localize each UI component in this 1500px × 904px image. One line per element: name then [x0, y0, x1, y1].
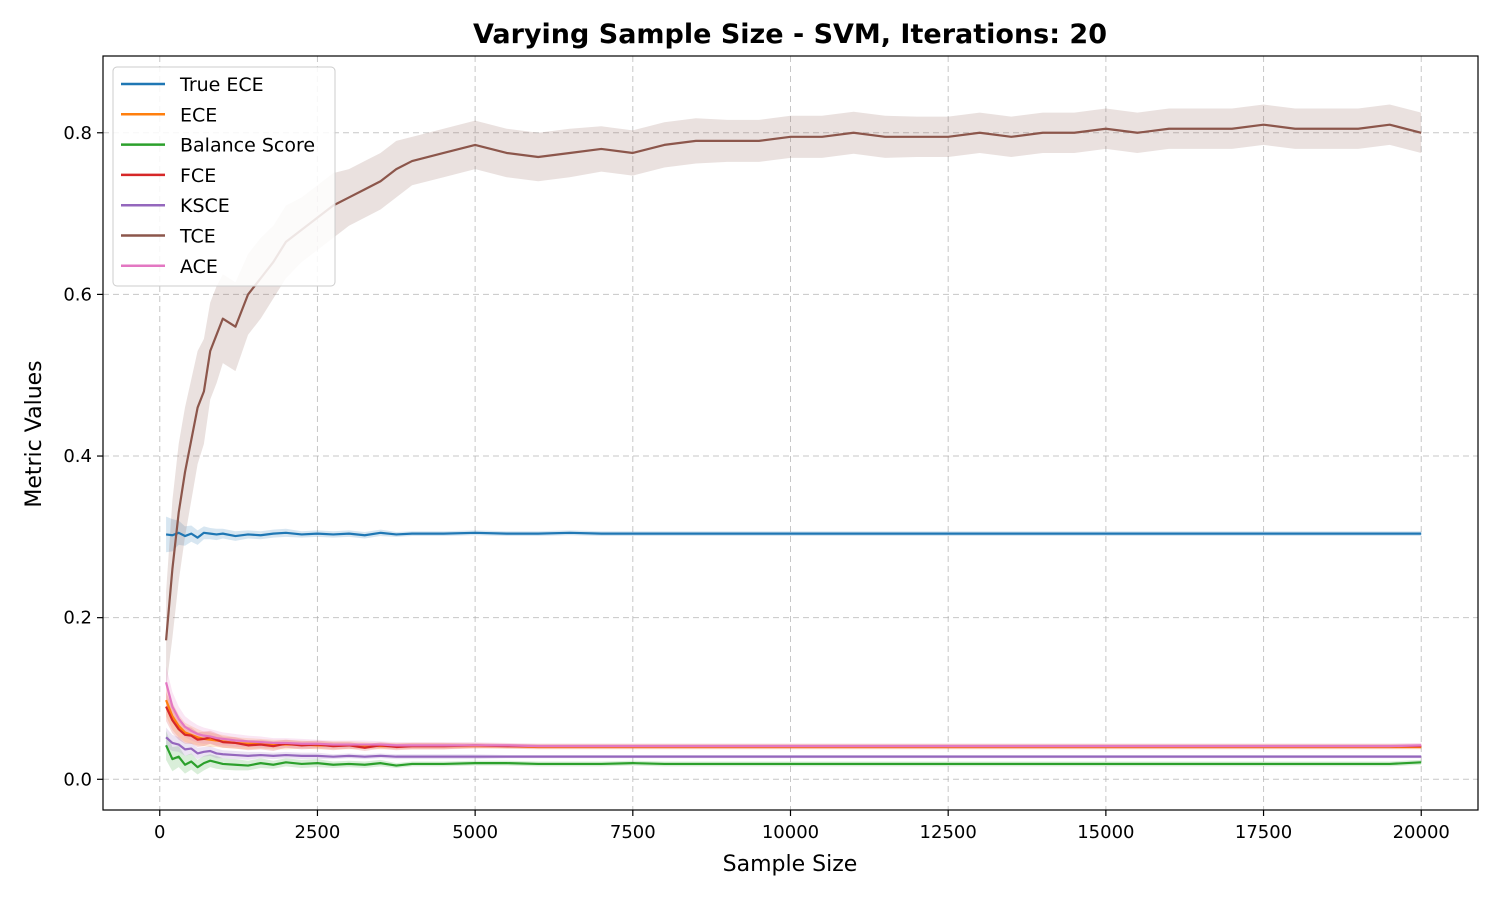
x-axis-label: Sample Size — [723, 852, 858, 877]
legend-label: KSCE — [180, 195, 230, 217]
legend-label: True ECE — [179, 74, 264, 96]
x-tick-label: 5000 — [452, 822, 498, 843]
legend-label: ACE — [180, 256, 218, 278]
confidence-band — [166, 730, 1422, 775]
legend-label: Balance Score — [180, 135, 315, 157]
series-line — [165, 699, 1422, 749]
series-line — [165, 682, 1422, 748]
x-tick-label: 10000 — [762, 822, 819, 843]
x-tick-label: 12500 — [920, 822, 977, 843]
y-tick-label: 0.4 — [63, 446, 92, 467]
legend: True ECE ECE Balance Score FCE KSCE TCE ACE — [112, 66, 336, 287]
x-tick-label: 2500 — [295, 822, 341, 843]
x-tick-label: 0 — [154, 822, 165, 843]
x-tick-label: 7500 — [610, 822, 656, 843]
y-tick-label: 0.0 — [63, 769, 92, 790]
chart-title: Varying Sample Size - SVM, Iterations: 2… — [473, 19, 1107, 50]
confidence-band — [166, 683, 1422, 750]
x-tick-label: 20000 — [1393, 822, 1450, 843]
confidence-bands — [166, 104, 1422, 775]
confidence-band — [166, 104, 1422, 689]
legend-label: ECE — [180, 104, 217, 126]
x-tick-label: 17500 — [1235, 822, 1292, 843]
legend-box — [112, 66, 336, 287]
y-axis-label: Metric Values — [22, 360, 47, 507]
y-tick-label: 0.6 — [63, 284, 92, 305]
y-tick-label: 0.8 — [63, 123, 92, 144]
y-tick-label: 0.2 — [63, 608, 92, 629]
axis-ticks: 0 2500 5000 7500 10000 12500 15000 17500 20000 0.… — [63, 123, 1450, 843]
legend-label: FCE — [180, 165, 216, 187]
x-tick-label: 15000 — [1077, 822, 1134, 843]
confidence-band — [166, 666, 1422, 749]
series-lines — [164, 123, 1422, 769]
series-line — [165, 744, 1422, 769]
series-line — [165, 531, 1422, 539]
series-line — [164, 123, 1422, 641]
series-line — [165, 736, 1422, 758]
grid — [103, 56, 1478, 810]
legend-label: TCE — [179, 226, 216, 248]
